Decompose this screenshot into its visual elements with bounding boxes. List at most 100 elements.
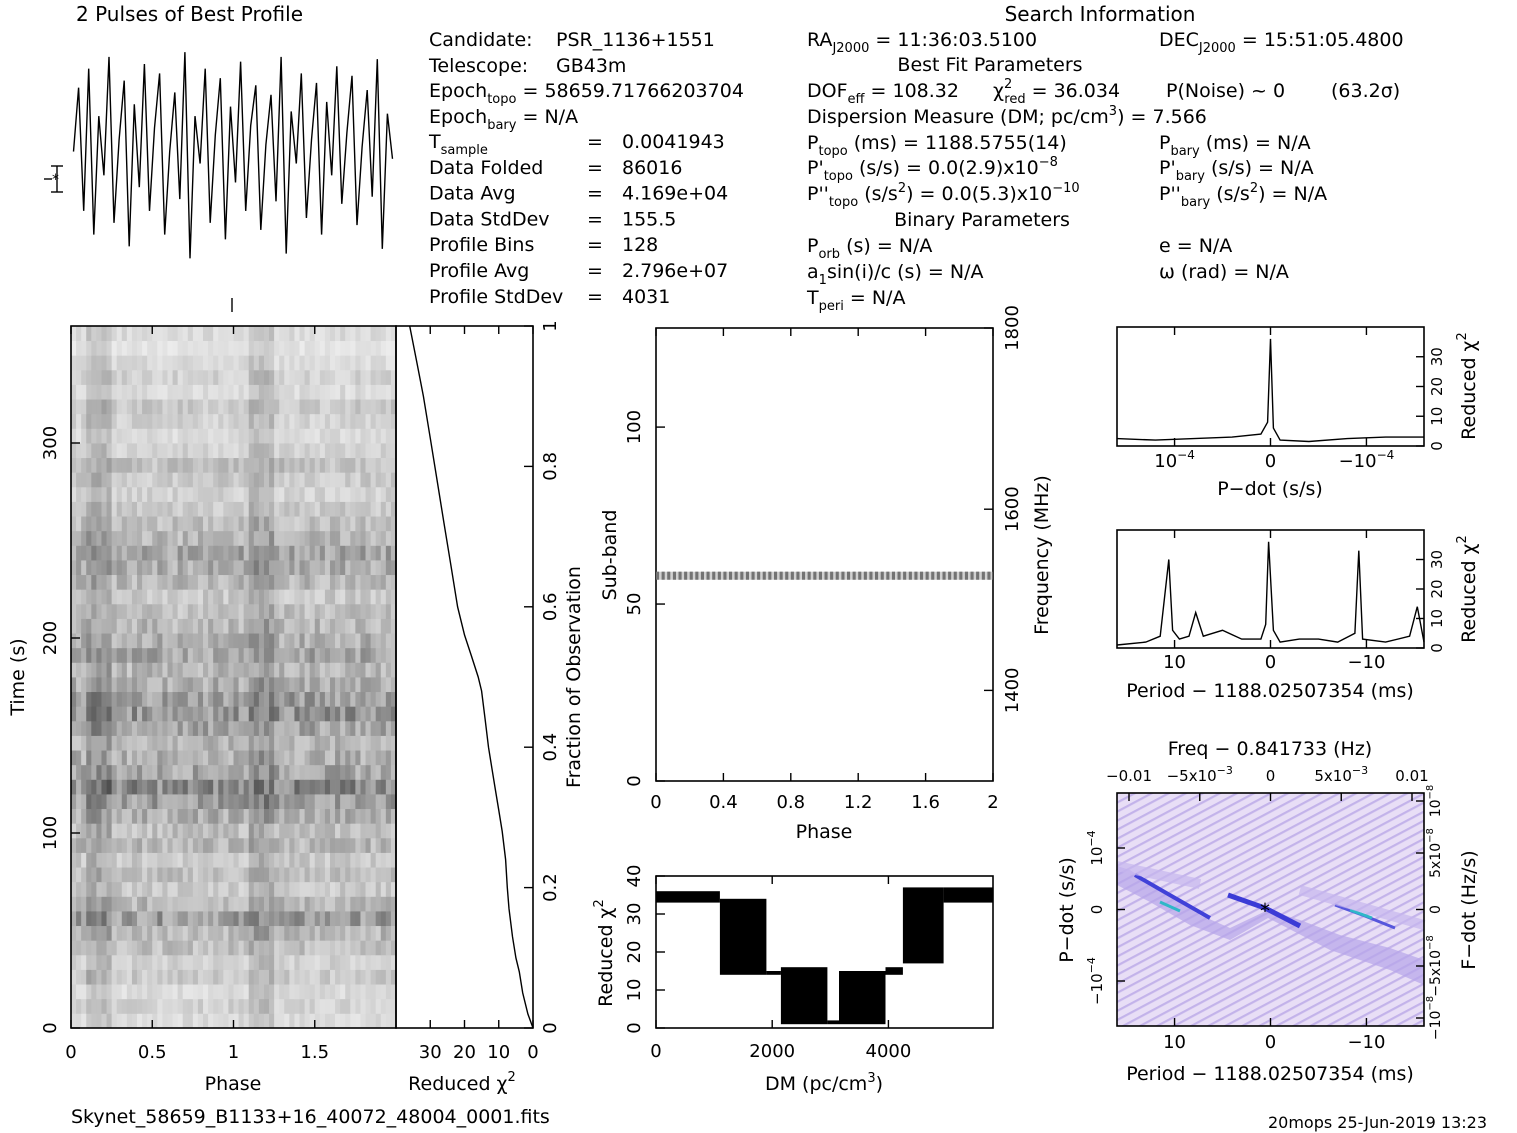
time-phase-cell (126, 911, 133, 927)
time-phase-cell (258, 662, 265, 678)
time-phase-cell (274, 984, 280, 1000)
time-phase-cell (269, 501, 275, 517)
time-phase-cell (147, 677, 153, 693)
profile-title: 2 Pulses of Best Profile (76, 2, 303, 26)
time-phase-cell (365, 443, 372, 459)
time-phase-cell (370, 735, 377, 751)
time-phase-cell (197, 852, 204, 868)
time-phase-cell (213, 428, 219, 444)
time-phase-cell (228, 1013, 234, 1029)
time-phase-cell (213, 852, 219, 868)
time-phase-cell (289, 384, 295, 400)
time-phase-cell (233, 1013, 239, 1029)
time-phase-cell (71, 428, 77, 444)
time-phase-cell (81, 574, 87, 590)
time-phase-cell (289, 940, 295, 956)
time-phase-cell (111, 969, 118, 985)
time-phase-cell (319, 560, 326, 576)
time-phase-cell (177, 560, 184, 576)
time-phase-cell (208, 837, 214, 853)
time-phase-cell (289, 443, 295, 459)
time-phase-cell (360, 1013, 366, 1029)
time-phase-cell (131, 472, 138, 488)
time-phase-cell (238, 443, 245, 459)
time-phase-cell (269, 457, 275, 473)
time-phase-cell (81, 618, 87, 634)
time-phase-cell (385, 954, 392, 970)
time-phase-cell (233, 911, 239, 927)
time-phase-cell (238, 472, 245, 488)
time-phase-cell (380, 998, 387, 1014)
time-phase-cell (365, 823, 372, 839)
time-phase-cell (142, 384, 148, 400)
time-phase-cell (71, 384, 77, 400)
time-phase-cell (294, 911, 300, 927)
time-phase-cell (299, 472, 305, 488)
info-data_stddev-eq: = (587, 208, 603, 230)
time-phase-cell (223, 750, 229, 766)
time-phase-cell (324, 355, 331, 371)
time-phase-cell (258, 969, 265, 985)
time-phase-cell (279, 662, 285, 678)
time-phase-cell (137, 808, 143, 824)
period-chi2-line (1116, 541, 1425, 646)
time-phase-cell (218, 501, 224, 517)
time-phase-cell (248, 706, 255, 722)
info-profile_stddev-label: Profile StdDev (429, 286, 563, 308)
time-phase-cell (162, 867, 168, 883)
time-phase-cell (162, 735, 168, 751)
time-phase-cell (126, 998, 133, 1014)
time-phase-xtick-label: 1 (228, 1042, 239, 1063)
time-phase-cell (263, 823, 270, 839)
time-phase-cell (335, 545, 341, 561)
time-phase-cell (76, 779, 82, 795)
time-phase-cell (167, 794, 173, 810)
subband-band-cell (903, 571, 907, 580)
time-phase-cell (350, 764, 356, 780)
time-phase-cell (340, 428, 346, 444)
time-phase-cell (370, 998, 377, 1014)
time-phase-cell (208, 764, 214, 780)
time-phase-cell (309, 618, 316, 634)
time-phase-cell (96, 428, 102, 444)
time-phase-cell (329, 691, 336, 707)
time-phase-cell (329, 764, 336, 780)
time-phase-cell (187, 662, 194, 678)
time-phase-cell (274, 603, 280, 619)
time-phase-cell (294, 413, 300, 429)
time-phase-cell (314, 954, 321, 970)
time-phase-cell (91, 530, 97, 546)
time-phase-cell (228, 706, 234, 722)
time-phase-cell (192, 384, 199, 400)
time-phase-cell (233, 837, 239, 853)
time-phase-cell (71, 750, 77, 766)
time-phase-cell (284, 428, 290, 444)
time-phase-cell (162, 603, 168, 619)
time-phase-ylabel: Time (s) (7, 638, 29, 716)
time-phase-cell (385, 647, 392, 663)
time-phase-cell (197, 326, 204, 342)
time-phase-cell (142, 486, 148, 502)
time-phase-cell (329, 457, 336, 473)
time-phase-cell (172, 794, 179, 810)
time-phase-cell (304, 428, 311, 444)
time-phase-cell (81, 808, 87, 824)
time-phase-cell (233, 735, 239, 751)
time-phase-cell (167, 516, 173, 532)
time-phase-cell (289, 340, 295, 356)
time-phase-cell (243, 647, 250, 663)
time-phase-cell (142, 764, 148, 780)
time-phase-cell (126, 428, 133, 444)
time-phase-cell (324, 1013, 331, 1029)
time-phase-cell (76, 355, 82, 371)
time-phase-cell (269, 618, 275, 634)
time-phase-cell (203, 837, 209, 853)
dm-block (839, 971, 886, 1025)
time-phase-cell (324, 794, 331, 810)
time-phase-cell (370, 384, 377, 400)
time-phase-cell (385, 998, 392, 1014)
time-phase-cell (121, 677, 128, 693)
time-phase-cell (289, 925, 295, 941)
time-phase-cell (157, 486, 163, 502)
time-phase-cell (197, 881, 204, 897)
